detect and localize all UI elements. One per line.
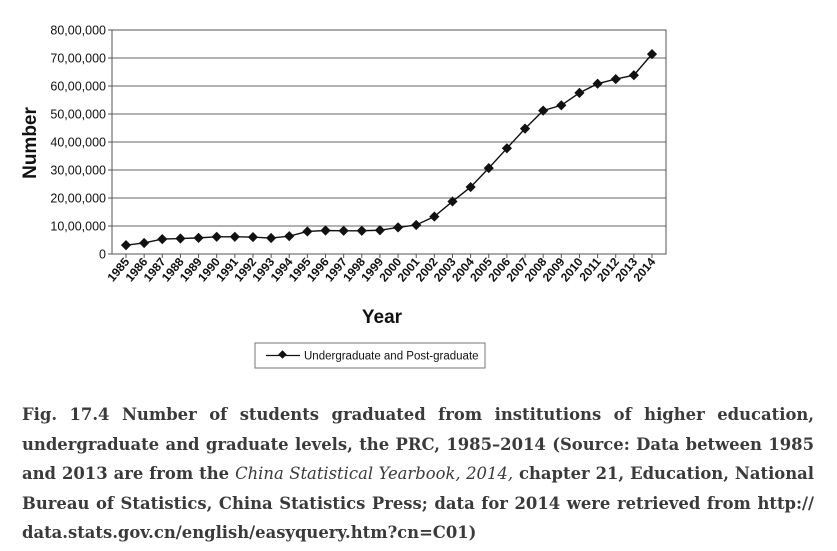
caption-text: Fig. 17.4 Number of students graduated f… (22, 405, 814, 483)
figure-caption: Fig. 17.4 Number of students graduated f… (22, 400, 814, 548)
data-point (374, 225, 386, 236)
data-point (392, 222, 404, 233)
y-tick-label: 70,00,000 (50, 52, 106, 66)
line-chart: 0 10,00,000 20,00,000 30,00,000 40,00,000 50,… (20, 24, 667, 369)
y-tick-label: 50,00,000 (50, 108, 106, 122)
data-point (538, 105, 549, 116)
data-point (284, 231, 295, 242)
data-point (120, 240, 132, 251)
y-tick-label: 40,00,000 (50, 136, 106, 150)
data-point (592, 78, 603, 89)
data-point (139, 237, 150, 249)
data-point (338, 225, 349, 236)
caption-url[interactable]: http://data.stats.gov.cn/english/easyque… (22, 493, 814, 543)
data-point (193, 232, 204, 243)
data-point (411, 219, 422, 231)
caption-source-title: China Statistical Yearbook, 2014, (235, 464, 514, 483)
data-point (320, 225, 331, 236)
data-point (211, 231, 222, 242)
y-tick-label: 10,00,000 (50, 220, 106, 234)
x-axis-ticks: 1985198619871988198919901991199219931994… (104, 254, 659, 285)
y-axis-ticks: 0 10,00,000 20,00,000 30,00,000 40,00,000 50,… (50, 24, 112, 262)
data-point (175, 233, 186, 244)
data-point (247, 231, 259, 243)
y-tick-label: 30,00,000 (50, 164, 106, 178)
y-tick-label: 80,00,000 (50, 24, 106, 38)
caption-text-end: ) (468, 523, 477, 542)
series-line (125, 53, 653, 246)
y-tick-label: 20,00,000 (50, 192, 106, 206)
y-axis-title: Number (20, 107, 41, 179)
grid-lines (112, 29, 666, 227)
data-point (429, 211, 440, 222)
caption-text-cont: chapter 21, Education, National Bureau o… (22, 464, 815, 513)
legend-marker (278, 350, 287, 359)
data-point (157, 234, 168, 245)
legend-label: Undergraduate and Post-graduate (304, 351, 479, 363)
data-point (556, 100, 567, 111)
legend: Undergraduate and Post-graduate (254, 342, 486, 369)
data-point (302, 226, 313, 237)
data-point (266, 232, 277, 244)
plot-frame (111, 29, 667, 255)
data-point (574, 87, 585, 98)
series-layer (120, 49, 658, 251)
x-tick-label: 2014 (630, 255, 658, 285)
y-tick-label: 0 (99, 248, 106, 262)
data-point (229, 231, 240, 242)
data-point (483, 163, 494, 174)
data-point (356, 225, 367, 236)
y-tick-label: 60,00,000 (50, 80, 106, 94)
x-axis-title: Year (362, 307, 403, 328)
data-point (610, 73, 621, 85)
